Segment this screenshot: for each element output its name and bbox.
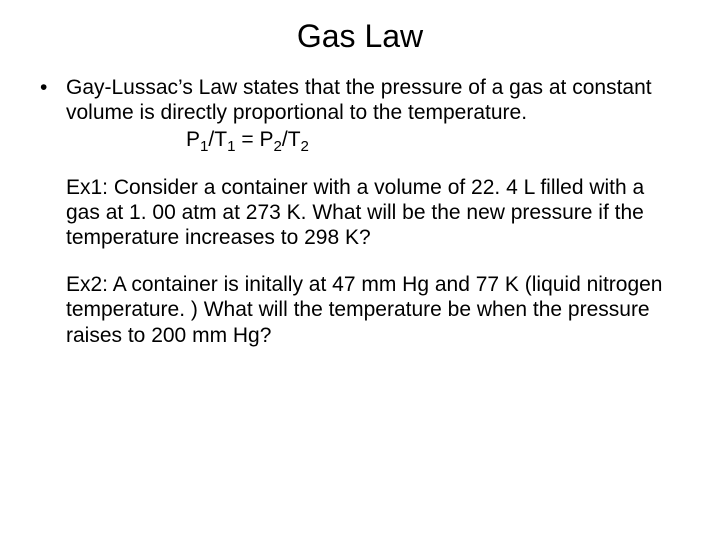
slide: Gas Law • Gay-Lussac’s Law states that t… [0,0,720,540]
slide-title: Gas Law [40,18,680,55]
formula-T1-t: T [214,128,227,151]
bullet-item: • Gay-Lussac’s Law states that the press… [40,75,680,153]
formula-P2-sub: 2 [273,139,281,156]
law-statement: Gay-Lussac’s Law states that the pressur… [66,76,652,124]
formula-T2-t: T [288,128,301,151]
example-1: Ex1: Consider a container with a volume … [66,175,680,251]
formula-P1-p: P [186,128,200,151]
formula-T2-sub: 2 [301,139,309,156]
slide-body: • Gay-Lussac’s Law states that the press… [40,75,680,348]
bullet-mark: • [40,75,66,153]
formula-eq: = [236,128,260,151]
formula: P1/T1 = P2/T2 [186,127,680,152]
formula-T1-sub: 1 [227,139,235,156]
formula-P2-p: P [259,128,273,151]
bullet-text: Gay-Lussac’s Law states that the pressur… [66,75,680,153]
example-2: Ex2: A container is initally at 47 mm Hg… [66,272,680,348]
